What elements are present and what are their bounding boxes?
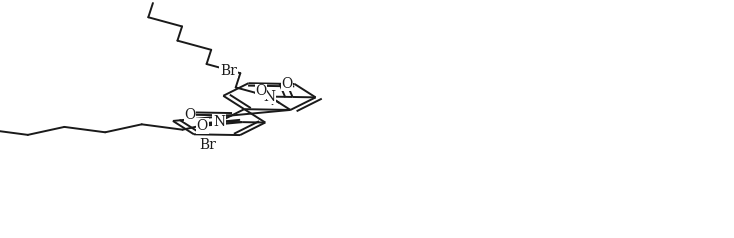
Text: N: N (264, 89, 275, 104)
Text: N: N (213, 115, 225, 129)
Text: Br: Br (220, 64, 237, 78)
Text: O: O (197, 119, 208, 133)
Text: O: O (255, 84, 266, 98)
Text: Br: Br (200, 138, 217, 152)
Text: O: O (184, 108, 196, 122)
Text: O: O (281, 77, 292, 91)
